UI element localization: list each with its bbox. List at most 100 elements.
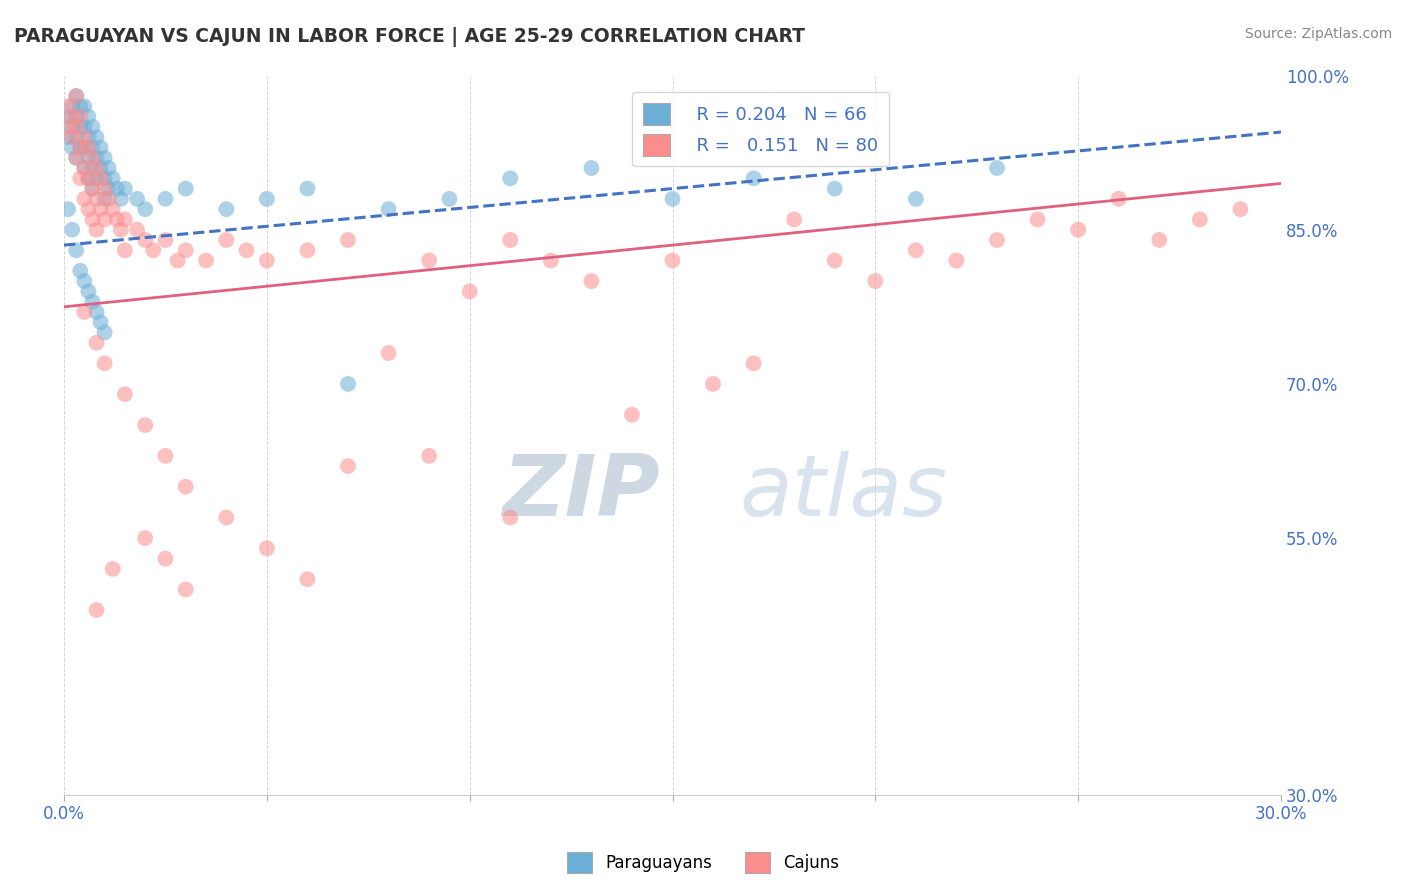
Point — [1067, 223, 1090, 237]
Point — [105, 212, 128, 227]
Point — [65, 89, 87, 103]
Point — [65, 120, 87, 134]
Point — [86, 171, 108, 186]
Point — [166, 253, 188, 268]
Point — [93, 356, 115, 370]
Point — [125, 192, 148, 206]
Point — [620, 408, 643, 422]
Point — [702, 376, 724, 391]
Point — [90, 315, 112, 329]
Point — [86, 223, 108, 237]
Point — [101, 171, 124, 186]
Point — [174, 582, 197, 597]
Point — [73, 274, 96, 288]
Point — [93, 171, 115, 186]
Point — [93, 212, 115, 227]
Point — [73, 99, 96, 113]
Point — [97, 161, 120, 175]
Point — [93, 151, 115, 165]
Point — [134, 233, 156, 247]
Point — [60, 140, 83, 154]
Point — [82, 294, 104, 309]
Point — [90, 171, 112, 186]
Point — [77, 140, 100, 154]
Point — [69, 99, 91, 113]
Text: ZIP: ZIP — [502, 451, 659, 534]
Point — [865, 274, 887, 288]
Point — [581, 161, 603, 175]
Point — [60, 223, 83, 237]
Point — [82, 151, 104, 165]
Point — [101, 562, 124, 576]
Point — [377, 202, 399, 216]
Point — [69, 110, 91, 124]
Point — [499, 171, 522, 186]
Point — [581, 274, 603, 288]
Point — [69, 140, 91, 154]
Point — [215, 510, 238, 524]
Point — [986, 161, 1008, 175]
Point — [142, 244, 165, 258]
Point — [297, 181, 319, 195]
Point — [661, 192, 683, 206]
Point — [60, 110, 83, 124]
Point — [155, 449, 177, 463]
Point — [1229, 202, 1251, 216]
Point — [174, 244, 197, 258]
Point — [377, 346, 399, 360]
Point — [93, 181, 115, 195]
Point — [742, 356, 765, 370]
Point — [1108, 192, 1130, 206]
Point — [93, 326, 115, 340]
Text: atlas: atlas — [740, 451, 948, 534]
Point — [82, 212, 104, 227]
Point — [499, 233, 522, 247]
Point — [256, 192, 278, 206]
Point — [73, 192, 96, 206]
Point — [69, 140, 91, 154]
Point — [56, 110, 79, 124]
Point — [155, 233, 177, 247]
Point — [114, 387, 136, 401]
Point — [60, 99, 83, 113]
Point — [101, 202, 124, 216]
Point — [540, 253, 562, 268]
Point — [256, 541, 278, 556]
Point — [110, 223, 132, 237]
Point — [297, 572, 319, 586]
Point — [86, 151, 108, 165]
Point — [77, 130, 100, 145]
Point — [56, 99, 79, 113]
Point — [69, 120, 91, 134]
Point — [86, 603, 108, 617]
Point — [86, 192, 108, 206]
Point — [499, 510, 522, 524]
Point — [1026, 212, 1049, 227]
Point — [73, 120, 96, 134]
Point — [783, 212, 806, 227]
Point — [69, 171, 91, 186]
Point — [439, 192, 461, 206]
Point — [235, 244, 257, 258]
Point — [337, 459, 360, 474]
Point — [77, 171, 100, 186]
Point — [986, 233, 1008, 247]
Point — [73, 305, 96, 319]
Point — [90, 140, 112, 154]
Point — [824, 181, 846, 195]
Point — [82, 161, 104, 175]
Legend: Paraguayans, Cajuns: Paraguayans, Cajuns — [560, 846, 846, 880]
Point — [215, 202, 238, 216]
Point — [86, 305, 108, 319]
Legend:   R = 0.204   N = 66,   R =   0.151   N = 80: R = 0.204 N = 66, R = 0.151 N = 80 — [633, 92, 889, 167]
Point — [195, 253, 218, 268]
Point — [82, 120, 104, 134]
Point — [86, 161, 108, 175]
Point — [114, 212, 136, 227]
Point — [65, 110, 87, 124]
Point — [97, 192, 120, 206]
Point — [661, 253, 683, 268]
Point — [56, 120, 79, 134]
Point — [65, 151, 87, 165]
Point — [77, 202, 100, 216]
